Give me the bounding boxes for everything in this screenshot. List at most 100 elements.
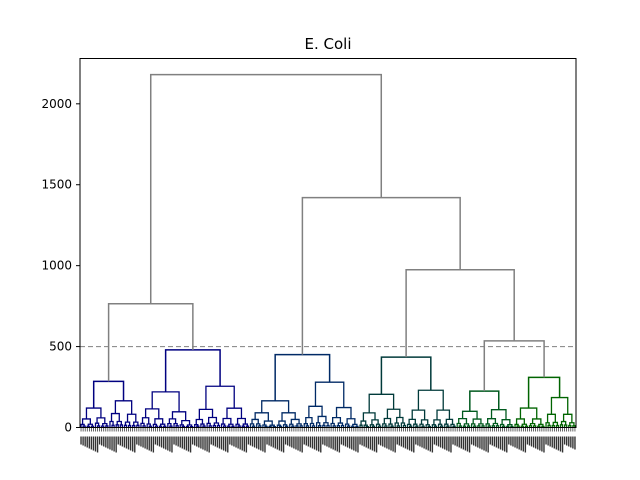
dendrogram-link bbox=[90, 425, 95, 428]
dendrogram-link bbox=[208, 416, 218, 424]
dendrogram-link bbox=[524, 425, 529, 428]
dendrogram-link bbox=[115, 424, 119, 428]
dendrogram-link bbox=[469, 390, 500, 412]
dendrogram-link bbox=[227, 425, 231, 428]
dendrogram-link bbox=[550, 396, 569, 415]
dendrogram-link bbox=[236, 417, 246, 425]
dendrogram-link bbox=[546, 413, 556, 423]
dendrogram-link bbox=[315, 422, 321, 428]
dendrogram-link bbox=[507, 424, 513, 427]
dendrogram-link bbox=[382, 423, 387, 428]
dendrogram-link bbox=[487, 418, 497, 424]
dendrogram-link bbox=[127, 424, 132, 428]
dendrogram-link bbox=[506, 425, 510, 428]
dendrogram-link bbox=[402, 424, 407, 428]
dendrogram-link bbox=[436, 409, 451, 420]
dendrogram-link bbox=[142, 425, 146, 428]
dendrogram-link bbox=[458, 425, 462, 428]
dendrogram-link bbox=[563, 424, 568, 428]
dendrogram-link bbox=[405, 268, 515, 358]
dendrogram-link bbox=[92, 380, 125, 409]
dendrogram-link bbox=[396, 416, 404, 423]
y-tick-label: 500 bbox=[49, 340, 72, 354]
dendrogram-link bbox=[362, 412, 376, 422]
dendrogram-link bbox=[202, 425, 206, 428]
dendrogram-link bbox=[318, 425, 322, 428]
dendrogram-link bbox=[519, 407, 538, 419]
dendrogram-link bbox=[317, 415, 327, 423]
dendrogram-link bbox=[133, 421, 139, 426]
dendrogram-link bbox=[527, 376, 561, 409]
dendrogram-link bbox=[296, 423, 302, 426]
dendrogram-link bbox=[501, 419, 511, 425]
dendrogram-link bbox=[529, 423, 536, 426]
dendrogram-link bbox=[235, 423, 240, 428]
x-axis-leaf-labels bbox=[80, 427, 576, 453]
dendrogram-link bbox=[194, 423, 199, 428]
dendrogram-link bbox=[85, 407, 102, 419]
dendrogram-link bbox=[254, 412, 269, 422]
dendrogram-link bbox=[411, 409, 426, 420]
dendrogram-link bbox=[483, 340, 545, 392]
dendrogram-link bbox=[163, 425, 167, 428]
dendrogram-link bbox=[107, 302, 194, 382]
dendrogram-link bbox=[261, 400, 290, 413]
dendrogram-link bbox=[337, 422, 344, 426]
dendrogram-link bbox=[140, 422, 145, 428]
dendrogram-link bbox=[472, 418, 482, 424]
dendrogram-link bbox=[330, 422, 335, 428]
dendrogram-link bbox=[439, 425, 444, 428]
dendrogram-link bbox=[569, 422, 575, 426]
dendrogram-link bbox=[487, 425, 491, 428]
dendrogram-link bbox=[82, 425, 86, 428]
dendrogram-link bbox=[351, 425, 355, 428]
plot-area bbox=[80, 73, 576, 428]
dendrogram-link bbox=[510, 425, 514, 428]
dendrogram-link bbox=[452, 425, 456, 428]
dendrogram-link bbox=[110, 412, 120, 422]
dendrogram-link bbox=[305, 416, 313, 424]
dendrogram-link bbox=[269, 424, 275, 427]
dendrogram-link bbox=[158, 425, 163, 428]
dendrogram-link bbox=[126, 413, 137, 423]
dendrogram-link bbox=[181, 419, 191, 426]
dendrogram-link bbox=[87, 423, 94, 427]
dendrogram-link bbox=[419, 423, 424, 428]
dendrogram-link bbox=[394, 422, 399, 428]
dendrogram-link bbox=[417, 389, 444, 411]
dendrogram-link bbox=[256, 423, 261, 428]
dendrogram-link bbox=[212, 424, 217, 428]
dendrogram-link bbox=[547, 424, 551, 428]
dendrogram-link bbox=[164, 349, 221, 392]
dendrogram-link bbox=[520, 425, 524, 428]
dendrogram-link bbox=[123, 424, 128, 428]
dendrogram-link bbox=[495, 425, 500, 428]
chart-title: E. Coli bbox=[305, 35, 352, 53]
dendrogram-link bbox=[213, 422, 220, 426]
axes-frame bbox=[79, 58, 577, 428]
y-tick-label: 2000 bbox=[41, 97, 72, 111]
dendrogram-link bbox=[154, 418, 164, 425]
dendrogram-link bbox=[80, 423, 85, 428]
dendrogram-link bbox=[551, 424, 555, 428]
dendrogram-link bbox=[251, 418, 259, 424]
dendrogram-link bbox=[167, 422, 172, 428]
dendrogram-link bbox=[242, 423, 249, 427]
dendrogram-link bbox=[515, 418, 525, 425]
dendrogram-link bbox=[276, 424, 282, 428]
dendrogram-link bbox=[368, 393, 395, 413]
y-tick-label: 0 bbox=[64, 421, 72, 435]
dendrogram-link bbox=[323, 422, 329, 426]
dendrogram-link bbox=[220, 423, 226, 428]
dendrogram-link bbox=[360, 420, 367, 426]
dendrogram-link bbox=[437, 423, 443, 428]
dendrogram-link bbox=[132, 424, 136, 428]
dendrogram-link bbox=[380, 356, 432, 395]
dendrogram-link bbox=[415, 425, 419, 428]
dendrogram-link bbox=[208, 425, 212, 428]
dendrogram-link bbox=[124, 421, 131, 426]
dendrogram-link bbox=[491, 425, 496, 428]
dendrogram-link bbox=[94, 422, 100, 428]
dendrogram-link bbox=[86, 425, 90, 428]
dendrogram-link bbox=[81, 418, 91, 425]
